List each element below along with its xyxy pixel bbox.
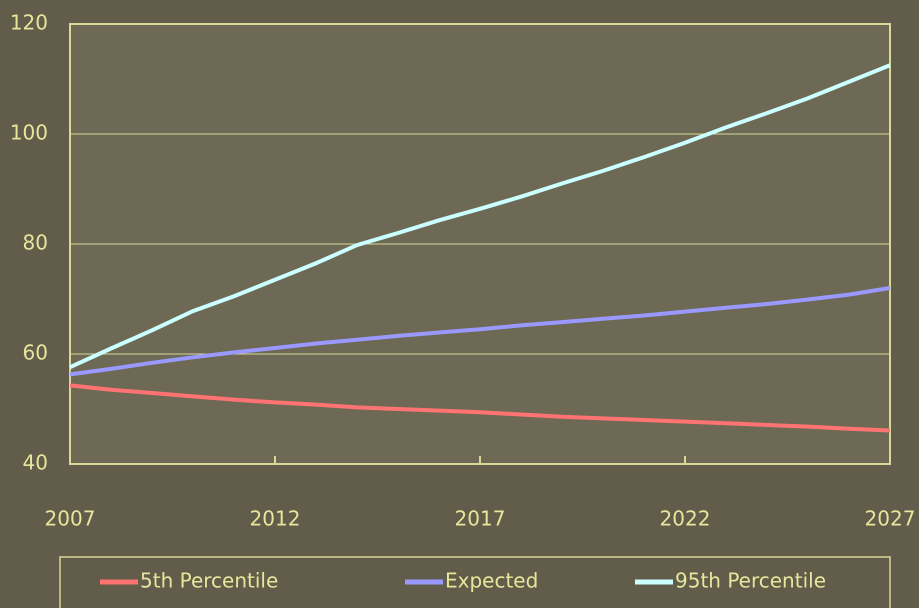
series-line — [69, 383, 891, 433]
y-tick-label: 120 — [10, 11, 48, 35]
y-tick-label: 60 — [23, 341, 48, 365]
x-tick-label: 2027 — [865, 507, 916, 531]
series-line — [69, 63, 891, 370]
x-tick-label: 2007 — [45, 507, 96, 531]
legend-label: Expected — [445, 569, 538, 593]
series-line — [69, 286, 891, 377]
legend-box — [59, 556, 891, 608]
legend-label: 95th Percentile — [675, 569, 826, 593]
legend-label: 5th Percentile — [140, 569, 278, 593]
y-tick-label: 100 — [10, 121, 48, 145]
x-tick-label: 2017 — [455, 507, 506, 531]
y-tick-label: 40 — [23, 451, 48, 475]
y-tick-label: 80 — [23, 231, 48, 255]
x-tick-label: 2012 — [250, 507, 301, 531]
x-tick-label: 2022 — [660, 507, 711, 531]
